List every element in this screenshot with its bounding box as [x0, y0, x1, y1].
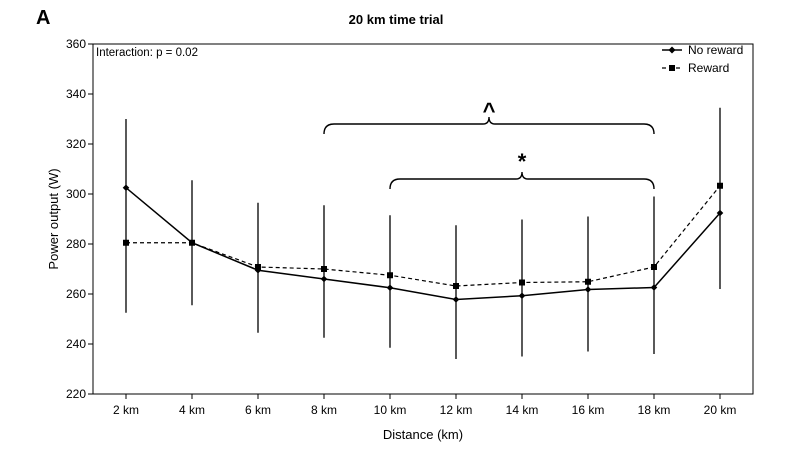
- data-point-no-reward: [452, 296, 460, 303]
- legend-label-no-reward: No reward: [688, 43, 743, 57]
- y-tick-label: 300: [66, 187, 86, 201]
- data-point-reward: [387, 272, 393, 279]
- y-axis-title: Power output (W): [46, 168, 61, 269]
- x-tick-label: 4 km: [179, 403, 205, 417]
- legend-marker-reward: [669, 65, 675, 71]
- data-point-reward: [189, 239, 195, 246]
- y-tick-label: 340: [66, 87, 86, 101]
- data-point-no-reward: [650, 284, 658, 291]
- data-point-no-reward: [386, 284, 394, 292]
- y-tick-label: 220: [66, 387, 86, 401]
- x-tick-label: 14 km: [506, 403, 539, 417]
- data-point-no-reward: [716, 209, 724, 217]
- data-point-no-reward: [584, 286, 592, 293]
- y-tick-label: 320: [66, 137, 86, 151]
- data-point-no-reward: [122, 184, 130, 192]
- series-line-0: [125, 187, 721, 301]
- x-tick-label: 20 km: [704, 403, 737, 417]
- x-tick-label: 12 km: [440, 403, 473, 417]
- error-bars: [125, 107, 721, 359]
- series-line-1: [126, 185, 721, 287]
- data-point-reward: [651, 264, 657, 270]
- x-tick-label: 8 km: [311, 403, 337, 417]
- y-tick-label: 240: [66, 337, 86, 351]
- significance-bracket: [389, 171, 655, 190]
- x-tick-label: 6 km: [245, 403, 271, 417]
- y-tick-label: 280: [66, 237, 86, 251]
- data-point-reward: [321, 266, 327, 272]
- data-point-reward: [519, 279, 525, 286]
- significance-brackets: ^*: [323, 98, 655, 190]
- interaction-annotation: Interaction: p = 0.02: [96, 47, 198, 59]
- plot-frame: [92, 43, 754, 395]
- x-tick-label: 16 km: [572, 403, 605, 417]
- legend: No reward Reward: [662, 43, 743, 75]
- data-point-reward: [717, 182, 723, 189]
- significance-symbol: ^: [483, 98, 496, 123]
- data-point-no-reward: [518, 292, 526, 300]
- legend-marker-no-reward: [668, 46, 676, 54]
- data-point-reward: [585, 278, 591, 285]
- data-point-reward: [123, 239, 129, 246]
- y-tick-label: 360: [66, 37, 86, 51]
- data-point-reward: [453, 283, 459, 289]
- x-axis: 2 km 4 km 6 km 8 km 10 km 12 km 14 km 16 km 18 k…: [113, 394, 736, 417]
- x-tick-label: 10 km: [374, 403, 407, 417]
- x-tick-label: 2 km: [113, 403, 139, 417]
- data-point-no-reward: [320, 275, 328, 283]
- series-layer: [122, 182, 724, 303]
- chart-title: 20 km time trial: [349, 12, 444, 27]
- data-point-reward: [255, 264, 261, 270]
- x-axis-title: Distance (km): [383, 427, 463, 442]
- significance-symbol: *: [518, 149, 527, 174]
- y-axis: 220 240 260 280 300 320 340 360: [66, 37, 93, 401]
- significance-bracket: [323, 116, 655, 135]
- x-tick-label: 18 km: [638, 403, 671, 417]
- legend-label-reward: Reward: [688, 61, 729, 75]
- panel-label: A: [36, 7, 50, 29]
- y-tick-label: 260: [66, 287, 86, 301]
